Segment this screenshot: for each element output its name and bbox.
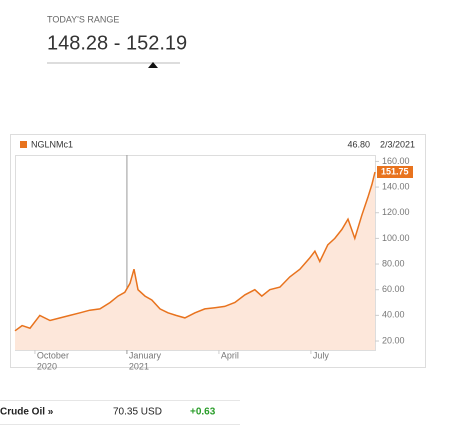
range-marker — [148, 62, 158, 68]
y-tick-label: 80.00 — [382, 258, 405, 268]
y-tick-label: 160.00 — [382, 156, 410, 166]
x-tick-label: April — [221, 350, 239, 360]
quote-change: +0.63 — [190, 407, 216, 418]
header-value: 46.80 — [347, 139, 370, 149]
quote-price: 70.35 USD — [113, 407, 162, 418]
y-tick-label: 100.00 — [382, 233, 410, 243]
x-year-label: 2020 — [37, 361, 57, 371]
header-date: 2/3/2021 — [380, 139, 415, 149]
last-value-label: 151.75 — [381, 166, 409, 176]
last-value-badge — [377, 165, 413, 178]
quote-name[interactable]: Crude Oil » — [0, 407, 54, 418]
plot-frame — [15, 155, 376, 351]
y-tick-label: 60.00 — [382, 284, 405, 294]
x-tick-label: January — [129, 350, 162, 360]
range-bar — [47, 62, 180, 64]
range-label: TODAY'S RANGE — [47, 14, 119, 24]
line — [14, 171, 376, 332]
y-tick-label: 120.00 — [382, 207, 410, 217]
range-value: 148.28 - 152.19 — [47, 32, 187, 54]
x-tick-label: July — [313, 350, 330, 360]
y-tick-label: 40.00 — [382, 310, 405, 320]
legend-label: NGLNMc1 — [31, 139, 73, 149]
x-year-label: 2021 — [129, 361, 149, 371]
y-tick-label: 20.00 — [382, 335, 405, 345]
x-tick-label: October — [37, 350, 69, 360]
area — [15, 172, 375, 350]
y-tick-label: 140.00 — [382, 181, 410, 191]
legend-swatch — [20, 141, 27, 148]
